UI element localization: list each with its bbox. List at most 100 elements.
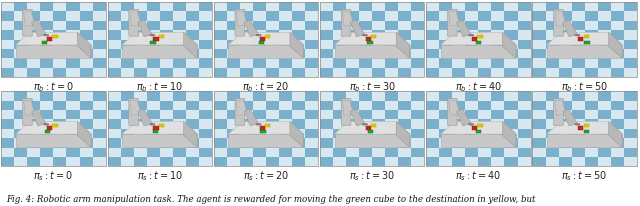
Bar bbox=[159, 124, 164, 127]
Bar bbox=[227, 110, 240, 119]
Bar bbox=[385, 12, 398, 21]
Bar bbox=[545, 101, 559, 110]
Bar bbox=[439, 21, 452, 30]
Bar bbox=[611, 157, 624, 166]
Bar bbox=[412, 21, 424, 30]
Bar bbox=[372, 21, 385, 30]
Bar bbox=[214, 40, 227, 49]
Bar bbox=[79, 157, 93, 166]
Bar bbox=[54, 101, 67, 110]
Bar bbox=[624, 12, 637, 21]
Bar bbox=[108, 40, 120, 49]
Bar bbox=[186, 21, 199, 30]
Bar bbox=[279, 68, 292, 77]
Bar bbox=[611, 119, 624, 129]
Bar bbox=[214, 2, 318, 77]
Bar bbox=[333, 59, 346, 68]
Bar bbox=[67, 129, 79, 138]
Bar bbox=[476, 130, 481, 133]
Bar bbox=[598, 40, 611, 49]
Bar bbox=[134, 40, 147, 49]
Bar bbox=[147, 138, 160, 148]
Bar bbox=[479, 91, 492, 101]
Bar bbox=[1, 68, 14, 77]
Bar bbox=[504, 138, 518, 148]
Bar bbox=[346, 2, 359, 12]
Bar bbox=[372, 101, 385, 110]
Bar bbox=[320, 101, 333, 110]
Bar bbox=[279, 49, 292, 59]
Polygon shape bbox=[547, 121, 622, 134]
Bar bbox=[492, 157, 504, 166]
Bar bbox=[54, 49, 67, 59]
Bar bbox=[79, 138, 93, 148]
Bar bbox=[67, 12, 79, 21]
Bar bbox=[545, 40, 559, 49]
Bar bbox=[545, 21, 559, 30]
Bar bbox=[372, 110, 385, 119]
Bar bbox=[518, 129, 531, 138]
Bar bbox=[585, 2, 598, 12]
Bar bbox=[28, 119, 40, 129]
Bar bbox=[93, 2, 106, 12]
Bar bbox=[320, 157, 333, 166]
Bar bbox=[1, 2, 106, 77]
Bar bbox=[439, 68, 452, 77]
Bar bbox=[120, 68, 134, 77]
Bar bbox=[624, 49, 637, 59]
Bar bbox=[214, 91, 318, 166]
Bar bbox=[227, 49, 240, 59]
Bar bbox=[346, 138, 359, 148]
Bar bbox=[532, 49, 545, 59]
Bar bbox=[398, 59, 412, 68]
Bar bbox=[67, 91, 79, 101]
Bar bbox=[624, 110, 637, 119]
Bar bbox=[186, 30, 199, 40]
Bar bbox=[452, 129, 465, 138]
Bar bbox=[47, 126, 52, 130]
Bar bbox=[265, 35, 270, 38]
Bar bbox=[227, 21, 240, 30]
Bar bbox=[214, 91, 227, 101]
Bar bbox=[426, 30, 439, 40]
Bar bbox=[266, 30, 279, 40]
Bar bbox=[385, 119, 398, 129]
Bar bbox=[14, 12, 28, 21]
Bar bbox=[54, 119, 67, 129]
Bar bbox=[173, 68, 186, 77]
Bar bbox=[346, 49, 359, 59]
Bar bbox=[372, 91, 385, 101]
Bar bbox=[240, 68, 253, 77]
Bar bbox=[371, 35, 376, 38]
Bar bbox=[120, 30, 134, 40]
Bar bbox=[624, 138, 637, 148]
Bar bbox=[173, 157, 186, 166]
Bar bbox=[93, 49, 106, 59]
Bar bbox=[545, 119, 559, 129]
Bar bbox=[253, 119, 266, 129]
Bar bbox=[465, 30, 479, 40]
Bar bbox=[134, 59, 147, 68]
Bar bbox=[504, 30, 518, 40]
Bar bbox=[147, 91, 160, 101]
Bar bbox=[160, 49, 173, 59]
Bar bbox=[452, 21, 465, 30]
Bar bbox=[598, 129, 611, 138]
Bar bbox=[227, 40, 240, 49]
Bar bbox=[52, 124, 58, 127]
Bar bbox=[54, 40, 67, 49]
Bar bbox=[154, 126, 159, 130]
Bar bbox=[292, 21, 305, 30]
Bar bbox=[147, 110, 160, 119]
Bar bbox=[624, 59, 637, 68]
Polygon shape bbox=[16, 121, 91, 134]
Bar bbox=[320, 91, 424, 166]
Bar bbox=[333, 138, 346, 148]
Bar bbox=[199, 129, 212, 138]
Polygon shape bbox=[290, 32, 303, 58]
Bar bbox=[279, 157, 292, 166]
Bar bbox=[227, 30, 240, 40]
Bar bbox=[398, 91, 412, 101]
Bar bbox=[28, 138, 40, 148]
Bar bbox=[532, 110, 545, 119]
